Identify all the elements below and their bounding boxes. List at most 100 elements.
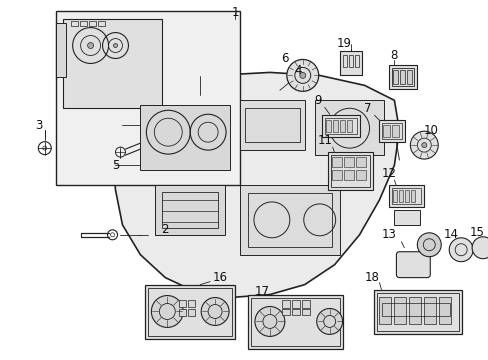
Text: 3: 3 bbox=[35, 119, 42, 132]
Text: 11: 11 bbox=[317, 134, 331, 147]
Text: 17: 17 bbox=[254, 285, 269, 298]
Text: 14: 14 bbox=[443, 228, 458, 241]
Bar bbox=[392, 68, 413, 86]
Text: 7: 7 bbox=[363, 102, 370, 115]
Text: 18: 18 bbox=[365, 271, 379, 284]
Bar bbox=[342, 55, 346, 67]
Text: 15: 15 bbox=[468, 226, 484, 239]
Bar bbox=[392, 188, 421, 204]
Circle shape bbox=[151, 296, 183, 328]
Bar bbox=[291, 310, 299, 315]
Bar bbox=[343, 157, 353, 167]
Bar bbox=[392, 125, 399, 137]
Bar bbox=[393, 190, 397, 202]
Circle shape bbox=[448, 238, 472, 262]
Text: 1: 1 bbox=[231, 6, 238, 19]
Bar bbox=[179, 300, 186, 306]
Bar bbox=[80, 21, 86, 26]
Text: 10: 10 bbox=[423, 124, 438, 137]
Bar bbox=[330, 155, 369, 187]
Circle shape bbox=[201, 298, 228, 325]
Bar bbox=[325, 120, 330, 132]
Circle shape bbox=[254, 306, 285, 336]
Bar bbox=[410, 190, 414, 202]
Circle shape bbox=[87, 42, 93, 49]
Text: 6: 6 bbox=[281, 52, 288, 65]
Bar bbox=[301, 310, 309, 315]
Bar bbox=[379, 297, 390, 324]
Bar bbox=[155, 185, 224, 235]
Bar bbox=[408, 297, 421, 324]
Bar bbox=[355, 157, 365, 167]
Bar bbox=[88, 21, 95, 26]
Bar bbox=[327, 152, 372, 190]
Bar bbox=[188, 300, 195, 306]
Bar bbox=[388, 66, 416, 89]
Bar bbox=[339, 50, 361, 75]
Circle shape bbox=[175, 113, 181, 118]
Bar bbox=[346, 120, 351, 132]
Bar bbox=[301, 300, 309, 307]
Bar bbox=[332, 120, 337, 132]
Text: 2: 2 bbox=[161, 223, 169, 236]
Bar bbox=[388, 185, 424, 207]
Circle shape bbox=[113, 44, 117, 48]
Text: 12: 12 bbox=[381, 167, 396, 180]
Bar bbox=[314, 100, 384, 155]
Bar bbox=[240, 185, 339, 255]
Circle shape bbox=[471, 237, 488, 259]
Bar bbox=[291, 300, 299, 307]
FancyBboxPatch shape bbox=[396, 252, 429, 278]
Bar bbox=[98, 21, 104, 26]
Bar bbox=[374, 289, 461, 334]
Bar bbox=[438, 297, 450, 324]
Bar bbox=[321, 115, 359, 137]
Bar bbox=[348, 55, 352, 67]
Bar bbox=[250, 298, 339, 346]
Text: 19: 19 bbox=[336, 37, 351, 50]
Polygon shape bbox=[112, 72, 399, 298]
Bar bbox=[247, 193, 331, 247]
Bar bbox=[399, 190, 403, 202]
Bar bbox=[383, 125, 389, 137]
Bar bbox=[148, 288, 232, 336]
Circle shape bbox=[416, 233, 440, 257]
Bar bbox=[145, 285, 235, 339]
Bar bbox=[56, 11, 240, 185]
Bar bbox=[394, 210, 420, 225]
Bar bbox=[281, 300, 289, 307]
Bar bbox=[56, 23, 65, 77]
Bar bbox=[331, 157, 341, 167]
Bar bbox=[355, 170, 365, 180]
Circle shape bbox=[299, 72, 305, 78]
Bar bbox=[281, 310, 289, 315]
Bar bbox=[71, 21, 78, 26]
Bar bbox=[179, 310, 186, 316]
Bar bbox=[162, 192, 218, 228]
Bar bbox=[240, 100, 304, 150]
Bar bbox=[354, 55, 358, 67]
Bar bbox=[394, 297, 406, 324]
Circle shape bbox=[316, 309, 342, 334]
Bar bbox=[407, 71, 411, 84]
Bar bbox=[382, 302, 449, 316]
Text: 13: 13 bbox=[381, 228, 396, 241]
Bar bbox=[188, 310, 195, 316]
Bar bbox=[324, 118, 356, 134]
Bar bbox=[331, 170, 341, 180]
Text: 9: 9 bbox=[313, 94, 321, 107]
Circle shape bbox=[409, 131, 437, 159]
Bar bbox=[247, 294, 342, 349]
Text: 16: 16 bbox=[212, 271, 227, 284]
Bar bbox=[377, 293, 458, 332]
Text: 5: 5 bbox=[112, 158, 119, 172]
Bar bbox=[400, 71, 405, 84]
Bar bbox=[140, 105, 229, 170]
Bar bbox=[382, 123, 402, 139]
Bar bbox=[393, 71, 398, 84]
Bar bbox=[244, 108, 299, 142]
Text: 8: 8 bbox=[390, 49, 397, 62]
Bar bbox=[405, 190, 408, 202]
Polygon shape bbox=[138, 50, 229, 170]
Bar bbox=[379, 120, 405, 142]
